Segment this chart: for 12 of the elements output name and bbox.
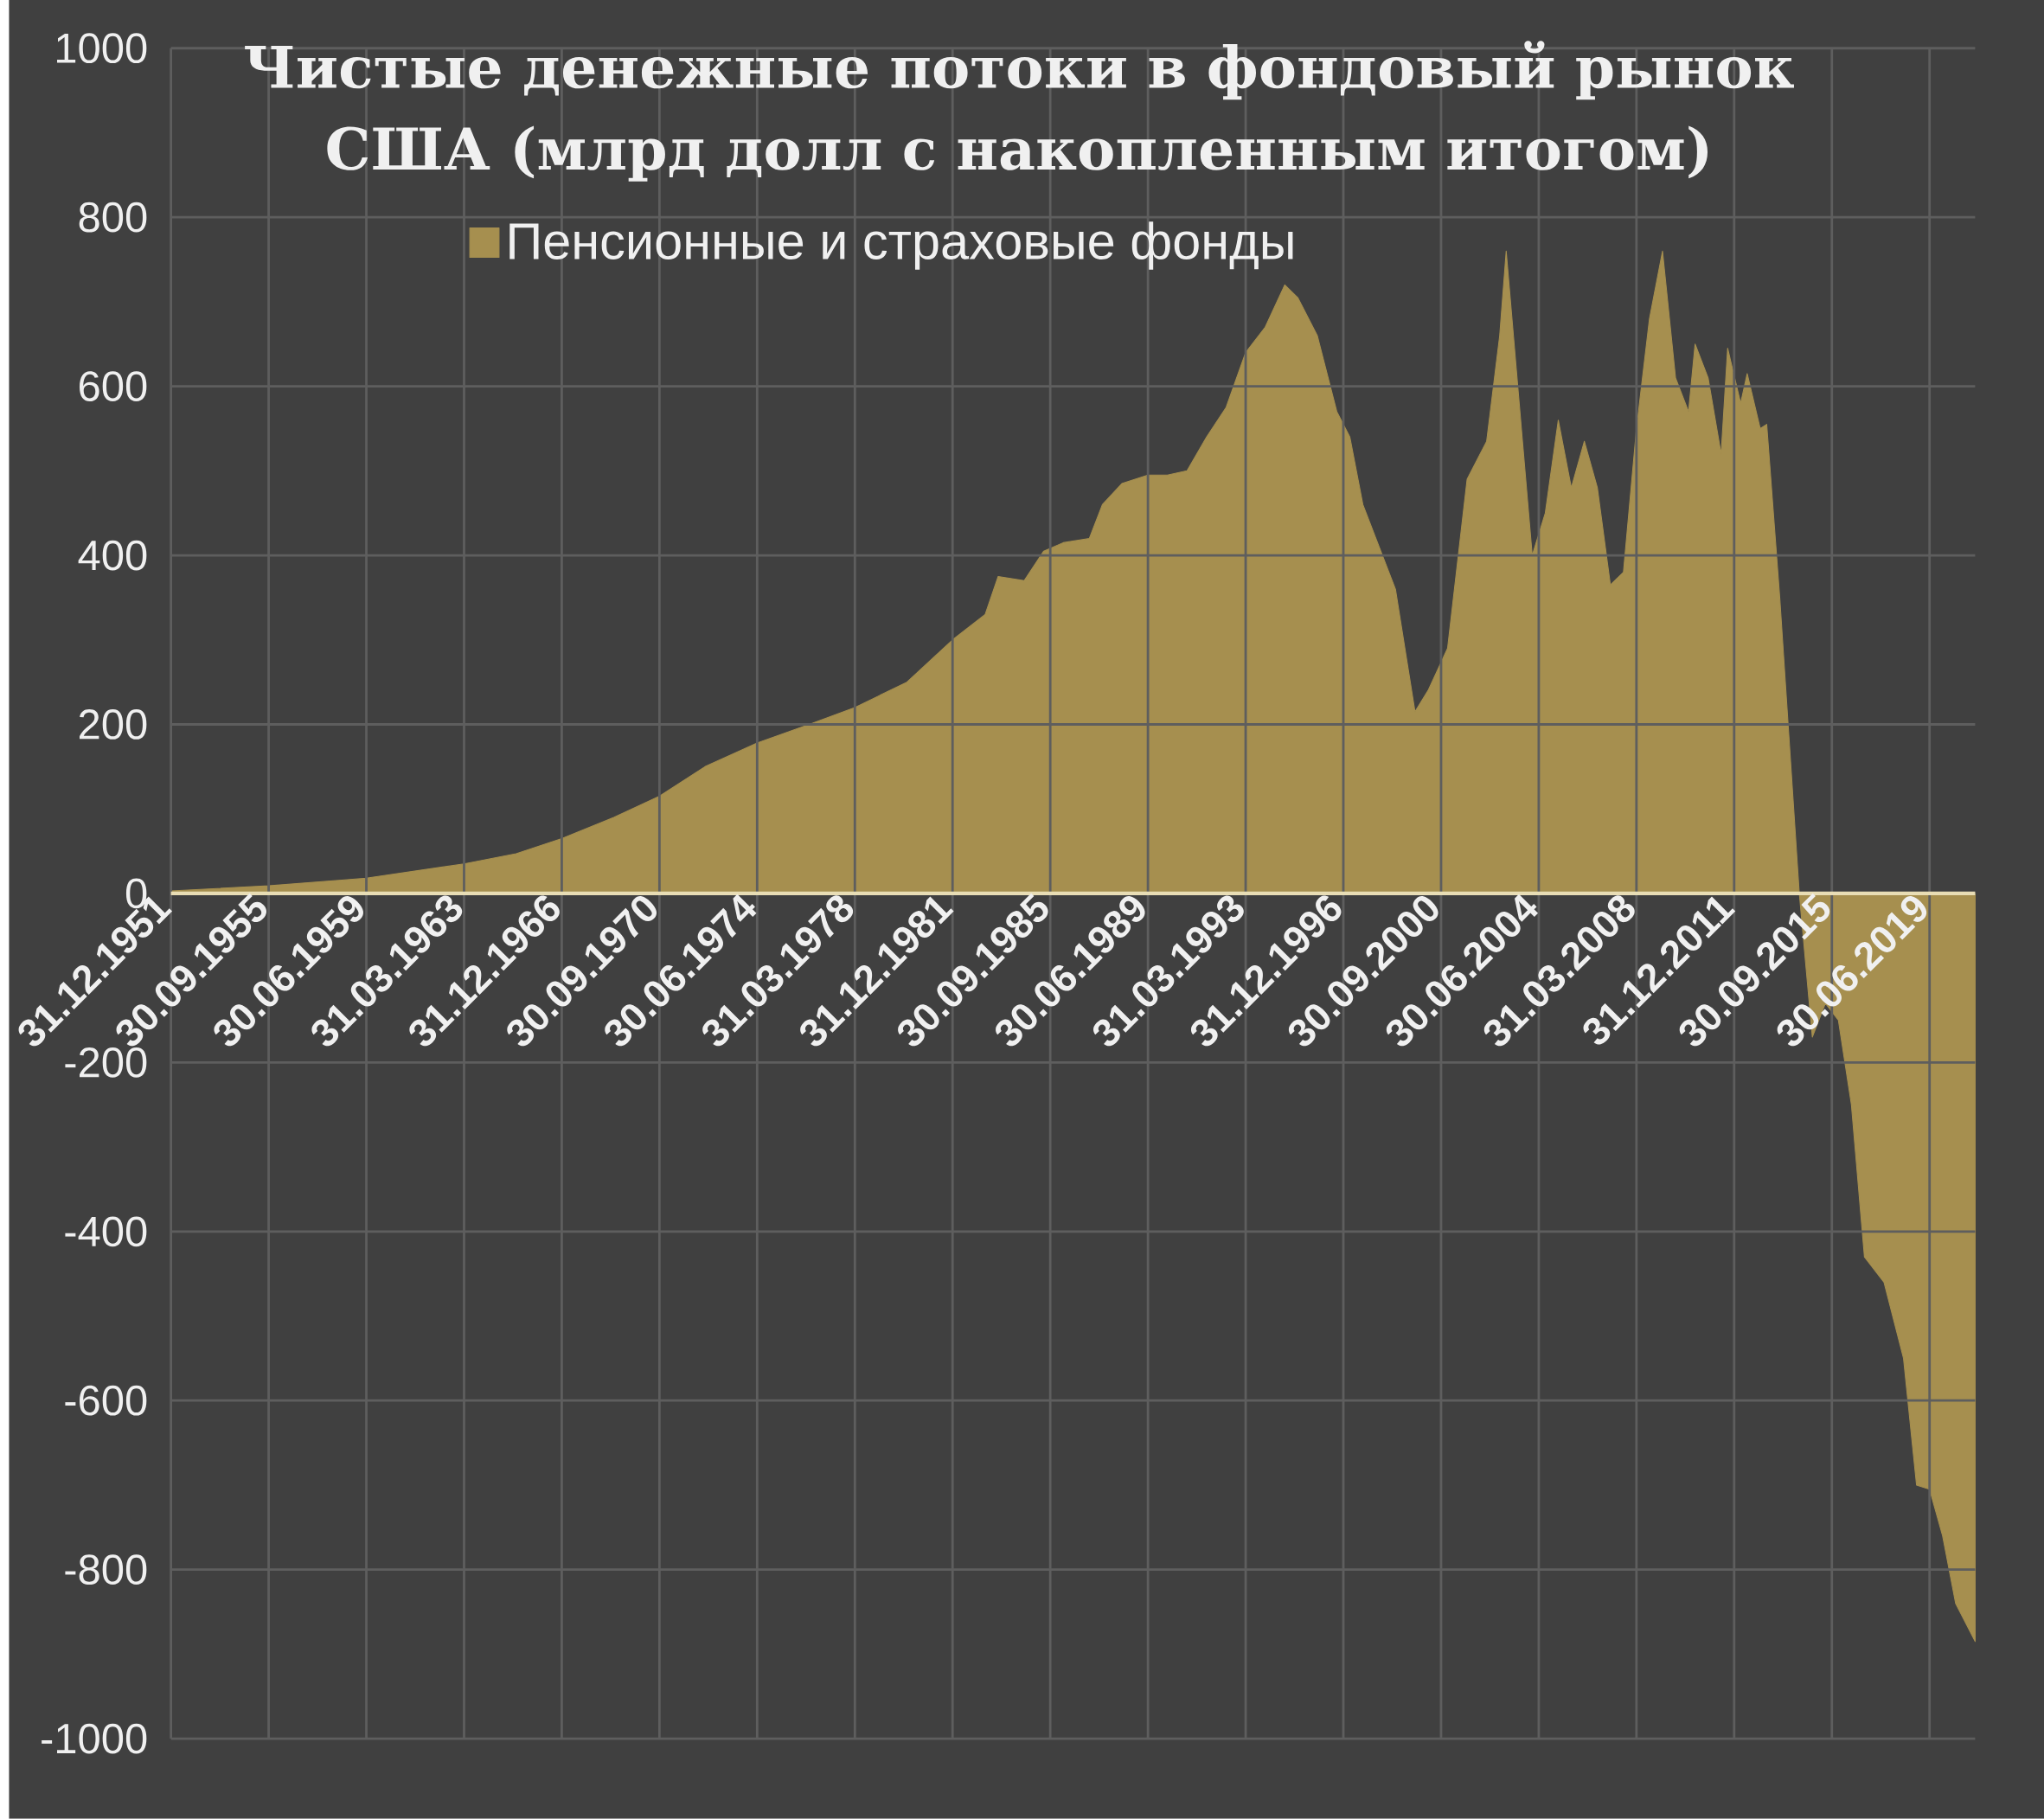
- y-tick-label: -200: [65, 1047, 147, 1078]
- y-tick-label: 1000: [57, 33, 147, 64]
- y-tick-label: 800: [79, 202, 147, 233]
- y-tick-label: 200: [80, 709, 147, 740]
- y-tick-label: -600: [65, 1385, 147, 1416]
- y-tick-label: -1000: [42, 1723, 147, 1754]
- y-tick-label: 600: [80, 371, 147, 402]
- y-tick-label: -400: [65, 1216, 147, 1247]
- text: Чистые денежные потоки в фондовый рынок США (млрд долл с накопленным итогом): [245, 41, 1794, 182]
- legend-label: Пенсионные и страховые фонды: [509, 221, 1293, 270]
- y-tick-label: 400: [78, 540, 147, 571]
- y-tick-label: -800: [65, 1554, 147, 1585]
